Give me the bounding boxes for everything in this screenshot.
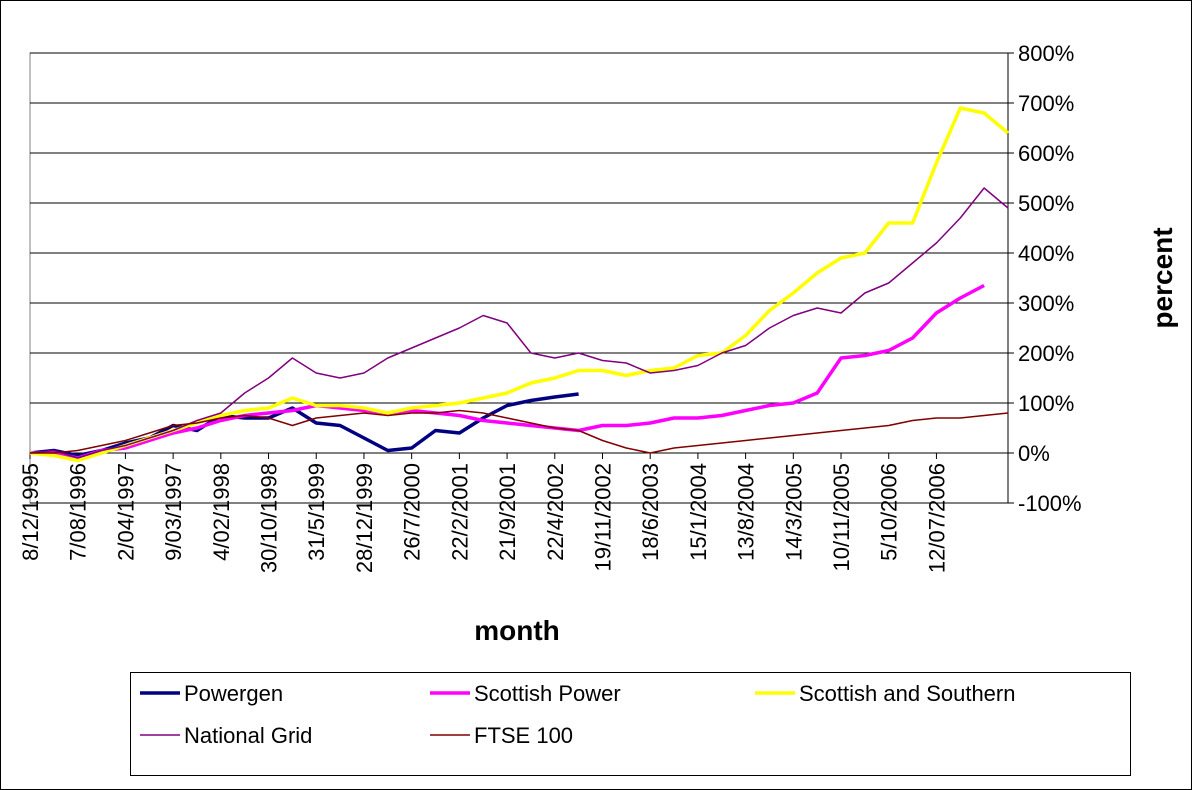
y-tick-label: 100% <box>1018 391 1074 416</box>
y-tick-label: 700% <box>1018 91 1074 116</box>
x-tick-label: 8/12/1995 <box>18 463 43 561</box>
y-tick-label: 600% <box>1018 141 1074 166</box>
series-line <box>29 106 1010 463</box>
y-tick-label: 300% <box>1018 291 1074 316</box>
y-tick-label: 500% <box>1018 191 1074 216</box>
x-tick-label: 9/03/1997 <box>161 463 186 561</box>
series-line <box>29 392 579 458</box>
x-tick-label: 28/12/1999 <box>352 463 377 573</box>
series-line <box>30 283 985 460</box>
plot-area <box>29 52 1009 504</box>
y-axis-title: percent <box>1147 227 1178 328</box>
x-tick-label: 10/11/2005 <box>829 463 854 571</box>
x-tick-label: 4/02/1998 <box>209 463 234 561</box>
x-tick-label: 12/07/2006 <box>924 463 949 573</box>
x-tick-label: 13/8/2004 <box>734 463 759 561</box>
x-tick-label: 22/4/2002 <box>543 463 568 561</box>
x-tick-label: 18/6/2003 <box>638 463 663 561</box>
x-tick-label: 7/08/1996 <box>66 463 91 561</box>
x-tick-label: 22/2/2001 <box>447 463 472 561</box>
x-tick-label: 2/04/1997 <box>113 463 138 561</box>
y-tick-label: -100% <box>1018 491 1082 516</box>
x-tick-label: 31/5/1999 <box>304 463 329 561</box>
y-tick-label: 0% <box>1018 441 1050 466</box>
series-line <box>29 187 1009 459</box>
x-tick-label: 30/10/1998 <box>257 463 282 573</box>
series-line <box>30 409 1009 454</box>
x-tick-label: 14/3/2005 <box>781 463 806 561</box>
x-axis-title: month <box>474 615 560 646</box>
legend-label: National Grid <box>184 723 312 748</box>
legend-label: Scottish and Southern <box>799 681 1015 706</box>
legend-box <box>130 672 1131 776</box>
legend-label: Powergen <box>184 681 283 706</box>
legend-label: FTSE 100 <box>474 723 573 748</box>
x-tick-label: 26/7/2000 <box>400 463 425 561</box>
legend-label: Scottish Power <box>474 681 621 706</box>
x-tick-label: 19/11/2002 <box>590 463 615 571</box>
x-tick-label: 15/1/2004 <box>686 463 711 561</box>
y-tick-label: 200% <box>1018 341 1074 366</box>
x-tick-label: 5/10/2006 <box>877 463 902 561</box>
y-tick-label: 400% <box>1018 241 1074 266</box>
x-tick-label: 21/9/2001 <box>495 463 520 561</box>
y-tick-label: 800% <box>1018 41 1074 66</box>
